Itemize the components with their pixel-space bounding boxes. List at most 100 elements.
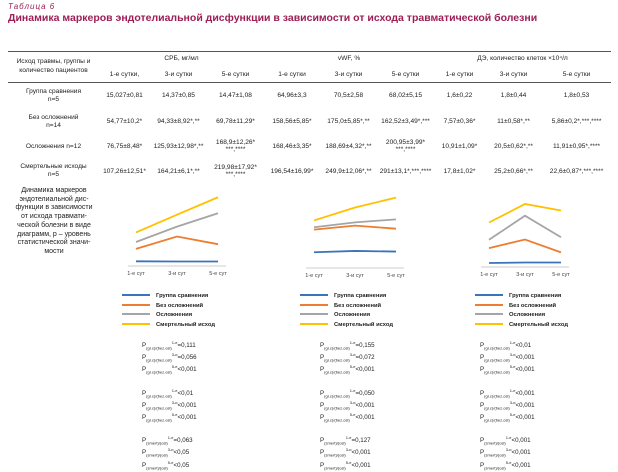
- table-cell: 94,33±8,92*,**: [150, 109, 207, 134]
- legend-swatch: [300, 313, 328, 315]
- table-cell: 162,52±3,49*,***: [377, 109, 434, 134]
- series-line: [489, 263, 561, 264]
- legend-swatch: [475, 323, 503, 325]
- table-cell: 219,98±17,92****,****: [207, 158, 264, 184]
- header-day: 3-и сутки: [485, 66, 542, 82]
- series-line: [489, 240, 561, 253]
- legend-swatch: [475, 304, 503, 306]
- legend-item: Без осложнений: [300, 302, 393, 312]
- x-tick-label: 3-и сут: [346, 273, 364, 279]
- pvalue-line: P(smert)/(osl)3-и<0,001: [480, 447, 535, 459]
- pvalue-line: P(gr.c)/(bez.osl)5-е<0,001: [142, 364, 197, 376]
- table-cell: 14,47±1,08: [207, 82, 264, 109]
- table-cell: 69,78±11,29*: [207, 109, 264, 134]
- series-line: [489, 204, 561, 223]
- legend-swatch: [122, 323, 150, 325]
- pvalue-line: P(smert)/(osl)3-и<0,05: [142, 447, 197, 459]
- legend-item: Без осложнений: [122, 302, 215, 312]
- table-cell: 291±13,1*,***,****: [377, 158, 434, 184]
- x-tick-label: 1-е сут: [305, 273, 323, 279]
- legend-item: Осложнения: [475, 311, 568, 321]
- table-cell: 64,96±3,3: [264, 82, 320, 109]
- diagram-description: Динамика маркеров эндотелиальной дис- фу…: [8, 187, 100, 257]
- pvalue-line: P(gr.c)/(bez.osl)1-е=0,111: [142, 340, 197, 352]
- table-cell: 54,77±10,2*: [99, 109, 150, 134]
- x-tick-label: 5-е сут: [387, 273, 405, 279]
- table-cell: 10,91±1,09*: [434, 134, 485, 158]
- header-day: 1-е сутки: [434, 66, 485, 82]
- legend-item: Группа сравнения: [300, 292, 393, 302]
- table-row: Осложнения n=12 76,75±8,48* 125,93±12,98…: [8, 134, 611, 158]
- header-group-crp: СРБ, мг/мл: [99, 51, 264, 66]
- table-cell: 14,37±0,85: [150, 82, 207, 109]
- series-line: [489, 216, 561, 240]
- header-outcome-line-2: количество пациентов: [19, 67, 87, 74]
- legend-item: Группа сравнения: [122, 292, 215, 302]
- header-day: 3-и сутки: [320, 66, 377, 82]
- series-line: [314, 198, 396, 221]
- table-cell: 20,5±0,62*,**: [485, 134, 542, 158]
- legend-swatch: [300, 323, 328, 325]
- legend-swatch: [475, 294, 503, 296]
- pvalue-line: P(gr.c)/(bez.osl)5-е<0,001: [142, 412, 197, 424]
- header-day: 5-е сутки: [377, 66, 434, 82]
- header-outcome-line-1: Исход травмы, группы и: [17, 58, 91, 65]
- table-cell: 1,8±0,53: [542, 82, 611, 109]
- pvalue-line: P(gr.c)/(bez.osl)1-е<0,01: [142, 388, 197, 400]
- header-day: 1-е сутки: [264, 66, 320, 82]
- chart-vwf: 1-е сут 3-и сут 5-е сут: [300, 187, 410, 282]
- pvalue-line: P(gr.c)/(bez.osl)1-е<0,01: [480, 340, 535, 352]
- pvalue-line: P(smert)/(osl)5-е<0,001: [320, 460, 375, 472]
- x-tick-label: 1-е сут: [127, 271, 145, 277]
- header-outcome: Исход травмы, группы и количество пациен…: [8, 51, 99, 82]
- pvalue-line: P(gr.c)/(bez.osl)5-е<0,001: [320, 364, 375, 376]
- pvalue-line: P(gr.c)/(bez.osl)1-е<0,001: [480, 388, 535, 400]
- pvalue-line: P(gr.c)/(bez.osl)5-е<0,001: [480, 412, 535, 424]
- legend-swatch: [300, 304, 328, 306]
- header-day: 3-и сутки: [150, 66, 207, 82]
- table-cell: 249,9±12,06*,**: [320, 158, 377, 184]
- legend-swatch: [475, 313, 503, 315]
- chart-de-legend: Группа сравнения Без осложнений Осложнен…: [475, 292, 568, 330]
- table-caption: Таблица 6: [8, 2, 55, 11]
- table-cell: 107,26±12,51*: [99, 158, 150, 184]
- table-cell: 70,5±2,58: [320, 82, 377, 109]
- table-cell: 164,21±6,1*,**: [150, 158, 207, 184]
- legend-item: Группа сравнения: [475, 292, 568, 302]
- legend-item: Смертельный исход: [475, 321, 568, 331]
- pvalue-line: P(smert)/(osl)3-и<0,001: [320, 447, 375, 459]
- chart-vwf-svg: 1-е сут 3-и сут 5-е сут: [300, 187, 410, 282]
- pvalue-line: P(smert)/(osl)5-е<0,001: [480, 460, 535, 472]
- x-tick-label: 5-е сут: [209, 271, 227, 277]
- chart-crp-legend: Группа сравнения Без осложнений Осложнен…: [122, 292, 215, 330]
- pvalue-line: P(gr.c)/(bez.osl)5-е<0,001: [480, 364, 535, 376]
- pvalue-line: P(smert)/(osl)1-е<0,001: [480, 435, 535, 447]
- header-group-de: ДЭ, количество клеток ×10⁴/л: [434, 51, 611, 66]
- pvalue-line: P(gr.c)/(bez.osl)3-и<0,001: [480, 352, 535, 364]
- table-cell: 168,9±12,26****,****: [207, 134, 264, 158]
- pvalue-line: P(gr.c)/(bez.osl)3-и<0,001: [142, 400, 197, 412]
- x-tick-label: 1-е сут: [480, 272, 498, 278]
- table-cell: 196,54±16,99*: [264, 158, 320, 184]
- pvalue-line: P(gr.c)/(bez.osl)3-и=0,072: [320, 352, 375, 364]
- table-cell: 22,6±0,87*,***,****: [542, 158, 611, 184]
- pvalue-line: P(gr.c)/(bez.osl)3-и=0,056: [142, 352, 197, 364]
- legend-swatch: [122, 313, 150, 315]
- table-cell: 17,8±1,02*: [434, 158, 485, 184]
- series-line: [314, 251, 396, 252]
